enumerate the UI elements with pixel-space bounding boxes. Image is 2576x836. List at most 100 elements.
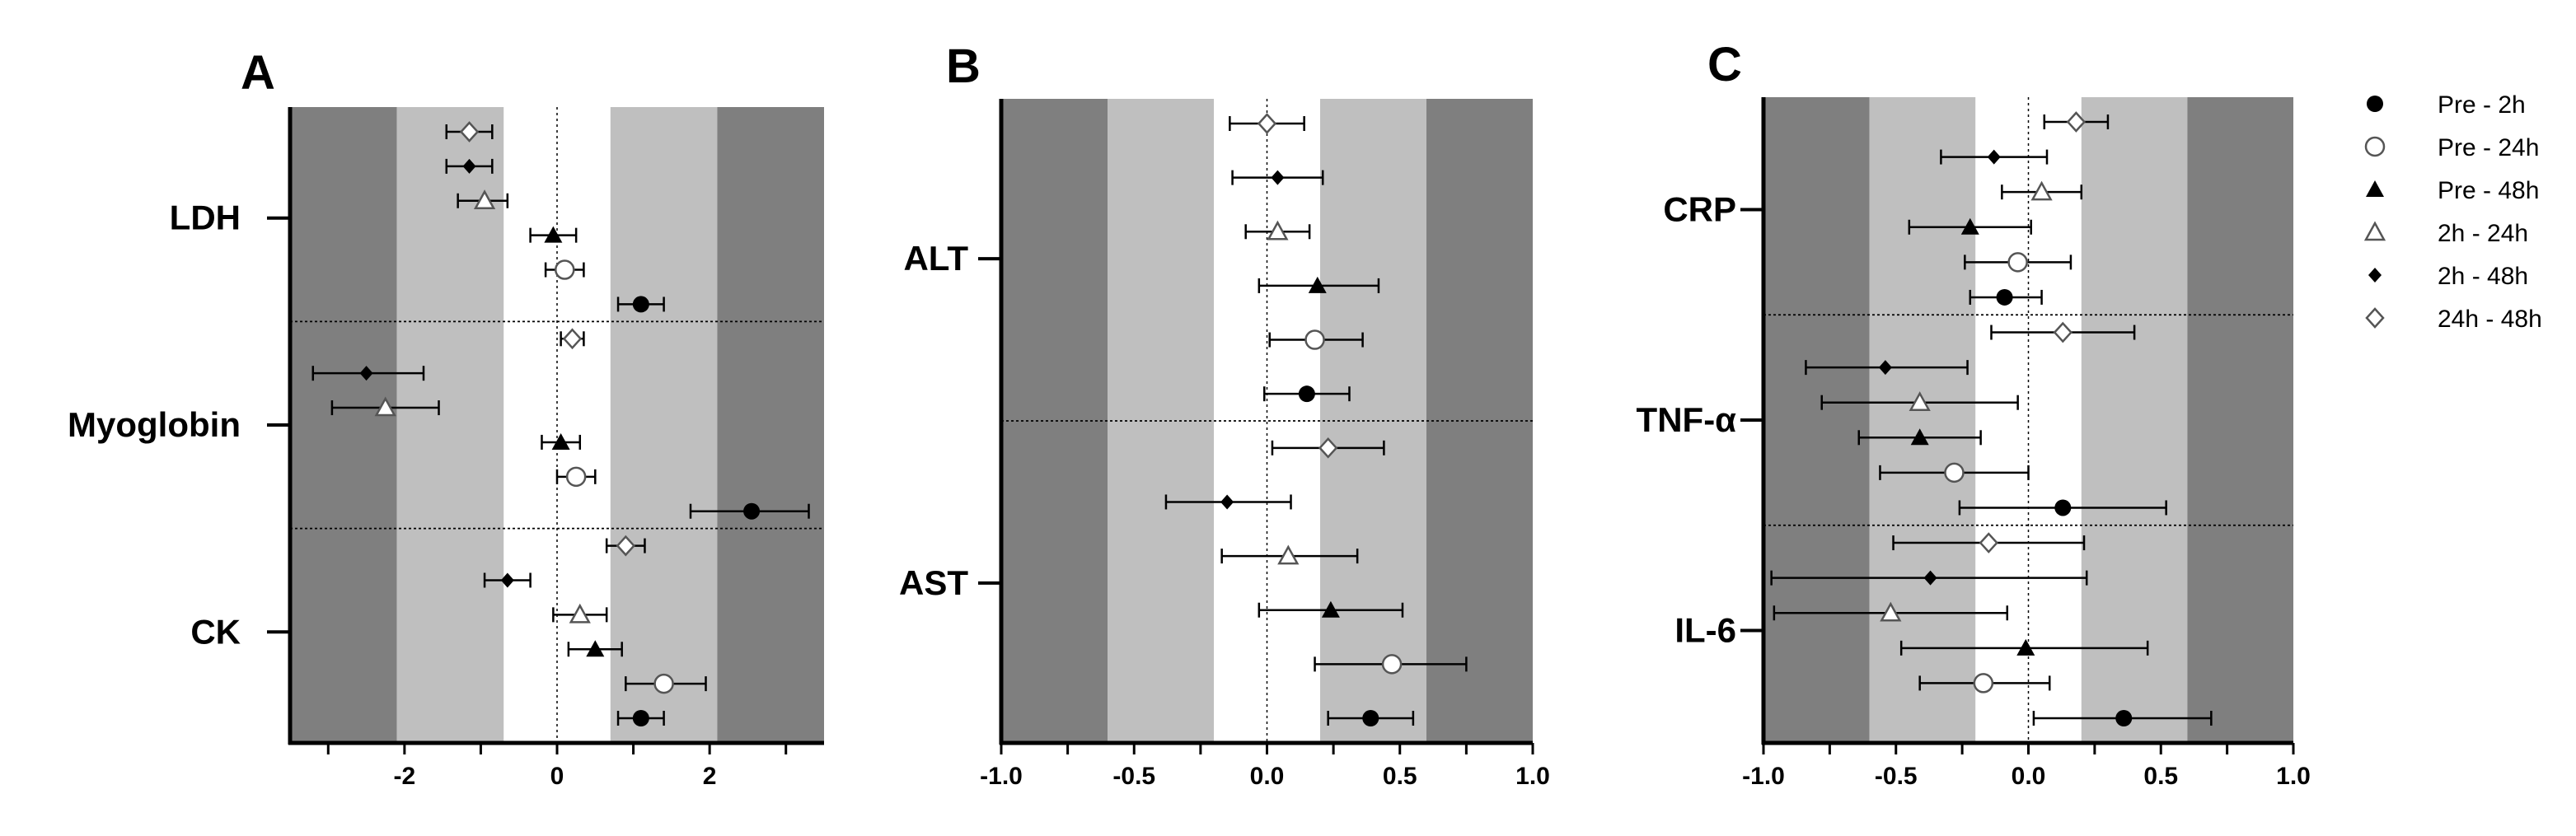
- band-dark-left: [1763, 97, 1870, 743]
- data-point: [2054, 499, 2072, 516]
- data-point: [555, 259, 575, 280]
- x-tick-label: -2: [394, 763, 416, 790]
- legend-marker: [2366, 180, 2384, 197]
- data-point: [544, 226, 563, 243]
- x-tick-label: 1.0: [1515, 763, 1550, 790]
- x-tick-label: -1.0: [980, 763, 1023, 790]
- category-label: TNF-α: [1637, 400, 1737, 439]
- x-tick-label: 0.0: [1250, 763, 1285, 790]
- legend-label: 24h - 48h: [2438, 306, 2542, 333]
- data-point: [1304, 329, 1325, 350]
- category-label: AST: [899, 563, 968, 602]
- legend-marker: [2368, 268, 2382, 283]
- data-point: [1381, 654, 1403, 675]
- data-point: [569, 603, 591, 623]
- legend-marker: [2367, 96, 2383, 112]
- panel-a: LDH Myoglobin CK -2 0 2 A: [68, 46, 824, 790]
- data-point: [2030, 180, 2053, 201]
- data-point: [374, 396, 396, 417]
- x-tick-label: -0.5: [1112, 763, 1155, 790]
- data-point: [1321, 600, 1340, 618]
- data-point: [1318, 437, 1338, 459]
- category-label: CK: [190, 612, 241, 651]
- band-light-left: [1869, 97, 1976, 743]
- x-tick-label: -1.0: [1742, 763, 1785, 790]
- legend-label: 2h - 24h: [2438, 220, 2528, 247]
- data-point: [462, 158, 476, 174]
- data-point: [1909, 391, 1931, 411]
- data-point: [500, 572, 514, 588]
- x-tick-label: 0: [550, 763, 564, 790]
- legend-marker: [2365, 307, 2385, 329]
- data-point: [2016, 638, 2035, 656]
- x-tick-label: 1.0: [2276, 763, 2311, 790]
- data-point: [1271, 170, 1285, 185]
- data-point: [1257, 113, 1277, 134]
- category-label: LDH: [170, 198, 241, 237]
- data-point: [653, 673, 674, 694]
- data-point: [743, 502, 761, 520]
- band-dark-left: [1001, 99, 1108, 743]
- band-light-left: [396, 107, 504, 743]
- data-point: [1880, 601, 1902, 622]
- x-tick-label: 0.5: [1383, 763, 1417, 790]
- data-point: [632, 710, 649, 726]
- category-label: ALT: [903, 239, 968, 278]
- data-point: [1987, 149, 2001, 165]
- data-point: [1298, 385, 1315, 403]
- legend-label: Pre - 24h: [2438, 134, 2539, 161]
- data-point: [359, 366, 373, 381]
- data-point: [1979, 532, 1998, 553]
- legend: Pre - 2h Pre - 24h Pre - 48h 2h - 24h 2h - 4…: [2363, 91, 2542, 333]
- x-tick-label: 0.5: [2143, 763, 2178, 790]
- data-point: [1277, 544, 1300, 565]
- legend-item: 2h - 48h: [2368, 263, 2528, 290]
- legend-item: Pre - 24h: [2364, 134, 2539, 161]
- legend-label: Pre - 48h: [2438, 177, 2539, 204]
- data-point: [551, 432, 570, 450]
- legend-marker: [2364, 136, 2386, 157]
- data-point: [1944, 462, 1965, 483]
- data-point: [1910, 428, 1929, 446]
- data-point: [562, 328, 583, 350]
- data-point: [1996, 288, 2013, 306]
- data-point: [459, 121, 480, 142]
- data-point: [1220, 494, 1234, 510]
- data-point: [1267, 220, 1289, 241]
- data-point: [2115, 710, 2133, 726]
- band-light-right: [610, 107, 718, 743]
- x-tick-label: -0.5: [1875, 763, 1918, 790]
- band-light-right: [2081, 97, 2188, 743]
- band-dark-right: [1426, 99, 1533, 743]
- legend-item: 24h - 48h: [2365, 306, 2542, 333]
- data-point: [1960, 217, 1979, 235]
- panel-letter: B: [946, 40, 981, 93]
- category-label: Myoglobin: [68, 405, 241, 444]
- x-tick-label: 0.0: [2012, 763, 2046, 790]
- panel-letter: A: [241, 46, 275, 100]
- legend-item: Pre - 2h: [2367, 91, 2526, 119]
- data-point: [565, 466, 587, 488]
- band-dark-left: [290, 107, 397, 743]
- legend-marker: [2363, 221, 2386, 241]
- band-dark-right: [2187, 97, 2293, 743]
- legend-item: Pre - 48h: [2366, 177, 2539, 204]
- legend-label: 2h - 48h: [2438, 263, 2528, 290]
- band-dark-right: [717, 107, 824, 743]
- data-point: [1973, 673, 1994, 694]
- x-tick-label: 2: [703, 763, 717, 790]
- data-point: [586, 640, 605, 657]
- data-point: [616, 535, 636, 557]
- data-point: [1878, 360, 1892, 376]
- data-point: [2007, 252, 2028, 273]
- data-point: [2066, 111, 2087, 133]
- data-point: [1308, 276, 1327, 293]
- panel-letter: C: [1707, 38, 1742, 91]
- panel-b: ALT AST -1.0 -0.5 0.0 0.5 1.0 B: [899, 40, 1550, 790]
- data-point: [1362, 710, 1379, 726]
- panel-c: CRP TNF-α IL-6 -1.0 -0.5 0.0 0.5 1.0 C: [1637, 38, 2311, 790]
- data-point: [473, 189, 496, 210]
- data-point: [632, 296, 649, 313]
- category-label: CRP: [1663, 189, 1736, 228]
